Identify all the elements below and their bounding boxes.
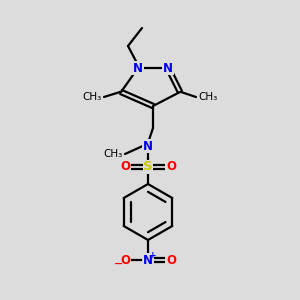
- Text: CH₃: CH₃: [198, 92, 217, 102]
- Text: O: O: [120, 254, 130, 266]
- Text: O: O: [120, 160, 130, 173]
- Text: N: N: [163, 61, 173, 74]
- Text: CH₃: CH₃: [104, 149, 123, 159]
- Text: +: +: [149, 250, 157, 260]
- Text: O: O: [166, 160, 176, 173]
- Text: N: N: [133, 61, 143, 74]
- Text: S: S: [143, 160, 153, 173]
- Text: CH₃: CH₃: [83, 92, 102, 102]
- Text: N: N: [143, 254, 153, 266]
- Text: −: −: [114, 259, 124, 269]
- Text: N: N: [143, 140, 153, 152]
- Text: O: O: [166, 254, 176, 266]
